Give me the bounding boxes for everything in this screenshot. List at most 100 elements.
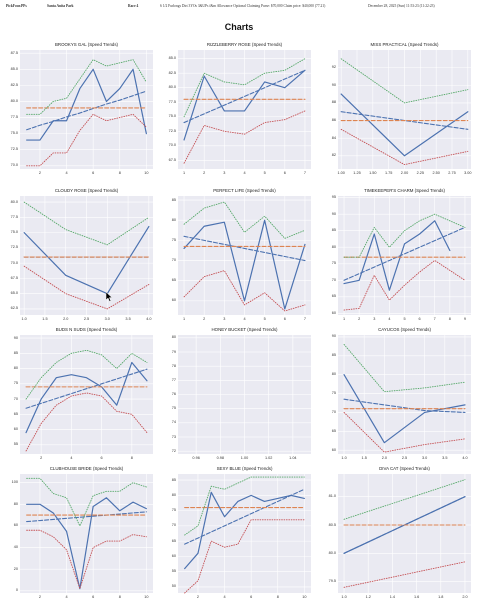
x-tick-label: 1.5 xyxy=(42,317,48,321)
x-tick-label: 7 xyxy=(303,171,307,175)
x-tick-label: 3.0 xyxy=(104,317,110,321)
series-upper-line xyxy=(343,213,466,258)
series-lower-line xyxy=(184,519,305,594)
y-tick-label: 84 xyxy=(331,135,336,140)
header-source: PickFour.PPs xyxy=(6,4,27,8)
header-date: December 28, 2025 (Sun) 11:53:23 (11:22:… xyxy=(368,4,435,8)
chart-panel: BUDS N SUDS (Speed Trends) 55 60 65 70 75 80 85… xyxy=(14,327,153,464)
y-tick-label: 76 xyxy=(171,392,176,396)
chart-title: DIVA CAT (Speed Trends) xyxy=(379,466,430,471)
x-tick-label: 9 xyxy=(463,317,467,321)
series-lower-line xyxy=(343,411,466,453)
series-trend-line xyxy=(26,90,147,131)
x-tick-label: 10 xyxy=(302,595,307,599)
y-tick-label: 80.0 xyxy=(328,550,336,555)
y-tick-label: 80 xyxy=(171,335,176,340)
x-tick-label: 1.02 xyxy=(264,456,273,460)
y-tick-label: 90 xyxy=(331,334,336,339)
chart-panel: HONEY BUCKET (Speed Trends) 72 73 74 75 76 77 7… xyxy=(172,327,311,464)
chart-title: CLUBHOUSE BRIDE (Speed Trends) xyxy=(49,466,124,471)
series-speed-line xyxy=(23,225,150,295)
y-tick-label: 85 xyxy=(13,350,18,355)
plot-area xyxy=(178,474,311,594)
y-tick-label: 78 xyxy=(171,363,176,368)
chart-panel: PERFECT LIFE (Speed Trends) 60 65 70 75 80 85 1… xyxy=(172,188,311,325)
y-tick-label: 79 xyxy=(171,349,176,354)
series-upper-line xyxy=(183,201,306,239)
series-upper-line xyxy=(183,58,306,118)
y-tick-label: 70.0 xyxy=(10,163,18,168)
chart-svg xyxy=(178,196,311,315)
y-tick-label: 87.5 xyxy=(10,50,18,55)
series-upper-line xyxy=(184,476,305,536)
y-tick-label: 55 xyxy=(171,569,176,574)
y-tick-label: 79.5 xyxy=(328,579,336,584)
y-tick-label: 80.0 xyxy=(168,85,176,90)
chart-svg xyxy=(20,196,153,315)
y-tick-label: 92 xyxy=(331,65,336,70)
y-tick-label: 70.0 xyxy=(168,143,176,148)
y-tick-label: 82.5 xyxy=(168,70,176,75)
chart-title: SEXY BLUE (Speed Trends) xyxy=(216,466,273,471)
x-tick-label: 1.5 xyxy=(361,456,367,460)
y-tick-label: 85.0 xyxy=(10,66,18,71)
series-speed-line xyxy=(26,497,147,590)
y-tick-label: 90 xyxy=(13,335,18,340)
series-trend-line xyxy=(25,368,148,409)
series-speed-line xyxy=(25,361,148,434)
y-tick-label: 85 xyxy=(331,353,336,358)
y-tick-label: 60 xyxy=(331,447,336,452)
x-tick-label: 2 xyxy=(203,171,206,175)
plot-area xyxy=(338,50,471,169)
plot-area xyxy=(20,474,153,593)
x-tick-label: 5 xyxy=(263,317,266,321)
x-tick-label: 2.50 xyxy=(432,171,440,175)
chart-title: HONEY BUCKET (Speed Trends) xyxy=(211,327,278,332)
y-tick-label: 72.5 xyxy=(10,245,18,250)
x-tick-label: 2.0 xyxy=(63,317,69,321)
y-tick-label: 72 xyxy=(171,448,176,453)
y-tick-label: 85 xyxy=(171,477,176,482)
y-tick-label: 50 xyxy=(171,584,176,589)
series-lower-line xyxy=(26,113,147,167)
x-tick-label: 2 xyxy=(203,317,206,321)
x-tick-label: 3.5 xyxy=(125,317,131,321)
series-upper-line xyxy=(25,349,148,400)
y-tick-label: 60 xyxy=(171,298,176,303)
series-upper-line xyxy=(23,201,150,246)
chart-panel: BROOKYS GAL (Speed Trends) 70.0 72.5 75.0 77… xyxy=(11,42,153,179)
series-trend-line xyxy=(183,235,306,262)
chart-panel: CLOUDY ROSE (Speed Trends) 62.5 65.0 67.5 70… xyxy=(11,188,153,325)
x-tick-label: 2 xyxy=(196,595,199,599)
plot-area xyxy=(178,335,311,454)
y-tick-label: 40 xyxy=(13,545,18,550)
plot-area xyxy=(338,335,471,454)
y-tick-label: 85.0 xyxy=(168,56,176,61)
series-lower-line xyxy=(340,128,469,166)
y-tick-label: 75.0 xyxy=(168,114,176,119)
x-tick-label: 10 xyxy=(144,171,149,175)
plot-area xyxy=(338,474,471,593)
y-tick-label: 60 xyxy=(13,427,18,432)
x-tick-label: 1.04 xyxy=(289,456,297,460)
x-tick-label: 8 xyxy=(448,317,451,321)
x-tick-label: 1.2 xyxy=(365,595,371,599)
chart-panel: CAYUCOS (Speed Trends) 60 65 70 75 80 85 90 1.0 1… xyxy=(332,327,471,464)
y-tick-label: 67.5 xyxy=(10,275,18,280)
x-tick-label: 7 xyxy=(433,317,436,321)
x-tick-label: 8 xyxy=(118,595,121,599)
x-tick-label: 6 xyxy=(418,317,421,321)
x-tick-label: 2 xyxy=(38,171,41,175)
y-tick-label: 75 xyxy=(13,381,18,386)
y-tick-label: 82 xyxy=(331,153,336,158)
x-tick-label: 2 xyxy=(358,317,361,321)
x-tick-label: 1.4 xyxy=(389,595,396,599)
x-tick-label: 3.5 xyxy=(442,456,448,460)
x-tick-label: 1 xyxy=(182,317,186,321)
y-tick-label: 70 xyxy=(13,396,18,401)
y-tick-label: 65 xyxy=(13,411,18,416)
chart-svg xyxy=(20,335,153,454)
x-tick-label: 6 xyxy=(100,456,103,460)
series-lower-line xyxy=(25,392,148,452)
x-tick-label: 1.0 xyxy=(341,595,347,599)
